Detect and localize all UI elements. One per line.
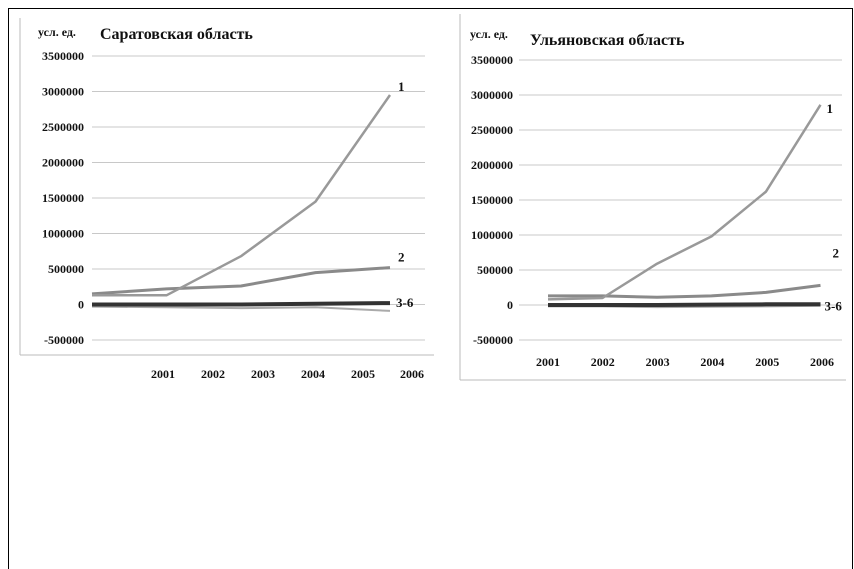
series-label: 3-6	[396, 295, 414, 310]
y-tick-label: 1500000	[471, 193, 513, 207]
saratov-chart-panel	[8, 8, 446, 569]
y-tick-label: 3000000	[42, 85, 84, 99]
x-tick-label: 2001	[536, 355, 560, 369]
ulyanovsk-chart: усл. ед. Ульяновская область 3500000 3000…	[459, 14, 846, 381]
series-line-3-6	[92, 301, 391, 307]
series-line-2	[91, 266, 391, 296]
series-line-unlabeled	[91, 305, 391, 312]
x-tick-label: 2002	[591, 355, 615, 369]
series-label: 1	[827, 101, 834, 116]
x-tick-label: 2006	[810, 355, 834, 369]
x-tick-label: 2005	[755, 355, 779, 369]
y-tick-label: 1000000	[471, 228, 513, 242]
series-label: 3-6	[825, 298, 843, 313]
saratov-unit-label: усл. ед.	[38, 25, 76, 39]
x-tick-label: 2004	[301, 367, 325, 381]
y-tick-label: 500000	[48, 262, 84, 276]
x-tick-label: 2003	[251, 367, 275, 381]
series-line-1	[92, 94, 392, 297]
x-tick-label: 2001	[151, 367, 175, 381]
y-tick-label: 3500000	[471, 53, 513, 67]
series-line-3-6	[548, 302, 821, 307]
y-tick-label: 1500000	[42, 191, 84, 205]
x-tick-label: 2005	[351, 367, 375, 381]
ulyanovsk-unit-label: усл. ед.	[470, 27, 508, 41]
y-tick-label: 2500000	[471, 123, 513, 137]
series-label: 2	[398, 250, 405, 265]
y-tick-label: -500000	[473, 333, 513, 347]
saratov-chart: усл. ед. Саратовская область 3500000 3000…	[19, 18, 434, 381]
y-tick-label: 500000	[477, 263, 513, 277]
series-label: 1	[398, 79, 405, 94]
y-tick-label: 3000000	[471, 88, 513, 102]
series-line-1	[547, 104, 822, 301]
y-tick-label: 2000000	[42, 156, 84, 170]
x-tick-label: 2002	[201, 367, 225, 381]
y-tick-label: 0	[507, 298, 513, 312]
y-tick-label: 1000000	[42, 227, 84, 241]
x-tick-label: 2004	[700, 355, 724, 369]
ulyanovsk-title: Ульяновская область	[530, 32, 685, 49]
series-line-2	[548, 283, 821, 299]
series-label: 2	[833, 245, 840, 260]
y-tick-label: 0	[78, 298, 84, 312]
x-tick-label: 2006	[400, 367, 424, 381]
x-tick-label: 2003	[646, 355, 670, 369]
y-tick-label: 2500000	[42, 120, 84, 134]
saratov-title: Саратовская область	[100, 26, 253, 43]
y-tick-label: -500000	[44, 333, 84, 347]
y-tick-label: 3500000	[42, 49, 84, 63]
y-tick-label: 2000000	[471, 158, 513, 172]
